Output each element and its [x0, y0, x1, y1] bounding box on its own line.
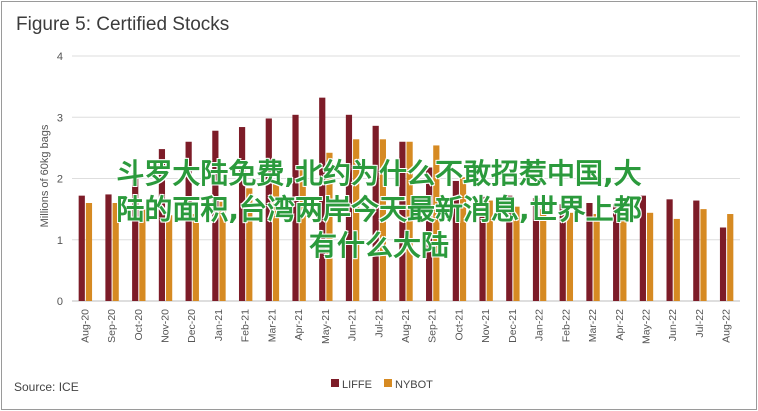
bar-liffe: [693, 200, 700, 301]
bar-liffe: [479, 196, 486, 301]
legend-label: LIFFE: [342, 379, 372, 391]
bar-nybot: [566, 212, 574, 301]
x-tick-label: Jul-22: [694, 309, 706, 338]
legend-swatch-nybot: [384, 379, 392, 387]
bar-liffe: [719, 227, 727, 301]
bar-liffe: [185, 141, 192, 301]
bar-nybot: [139, 209, 146, 301]
bar-liffe: [399, 141, 406, 301]
bar-liffe: [666, 199, 673, 301]
bars: [78, 97, 734, 302]
bar-nybot: [85, 203, 93, 301]
x-tick-label: Nov-20: [160, 309, 172, 343]
x-tick-label: Mar-21: [266, 309, 278, 342]
gridlines: [72, 55, 740, 302]
bar-liffe: [506, 195, 513, 301]
x-tick-label: Mar-22: [587, 309, 599, 342]
bar-liffe: [319, 97, 326, 302]
x-tick-label: Sep-21: [427, 309, 439, 343]
x-tick-label: Dec-21: [507, 309, 519, 343]
bar-nybot: [379, 139, 386, 301]
bar-liffe: [452, 180, 459, 301]
x-tick-label: Apr-21: [293, 309, 305, 341]
bar-nybot: [192, 214, 199, 301]
bar-nybot: [459, 177, 467, 301]
bar-nybot: [593, 214, 600, 301]
x-tick-label: Jul-21: [373, 309, 385, 338]
x-tick-label: Jan-22: [534, 309, 546, 341]
bar-nybot: [112, 203, 119, 301]
legend-swatch-liffe: [331, 379, 339, 387]
x-tick-label: Apr-22: [614, 309, 626, 341]
x-tick-label: Oct-20: [133, 309, 145, 341]
bar-liffe: [105, 194, 112, 301]
bar-nybot: [727, 214, 734, 301]
bar-liffe: [345, 114, 353, 301]
x-tick-label: Feb-22: [560, 309, 572, 342]
x-tick-label: Aug-20: [79, 309, 91, 343]
x-tick-label: Feb-21: [240, 309, 252, 342]
bar-liffe: [158, 149, 166, 301]
bar-liffe: [372, 125, 379, 301]
bar-nybot: [620, 215, 627, 301]
bar-liffe: [426, 167, 433, 301]
bar-liffe: [613, 204, 620, 301]
bar-liffe: [265, 118, 272, 301]
y-tick-labels: 0 1 2 3 4: [57, 51, 63, 308]
x-tick-label: Nov-21: [480, 309, 492, 343]
x-tick-label: Dec-20: [186, 309, 198, 343]
bar-nybot: [326, 152, 333, 301]
bar-nybot: [166, 215, 173, 301]
chart-title: Figure 5: Certified Stocks: [16, 14, 230, 35]
y-tick-label: 4: [57, 51, 63, 63]
x-tick-label: May-21: [320, 309, 332, 344]
bar-nybot: [299, 168, 306, 301]
x-tick-label: May-22: [640, 309, 652, 344]
x-tick-label: Jun-21: [347, 309, 359, 341]
x-tick-label: Sep-20: [106, 309, 118, 343]
bar-liffe: [212, 130, 219, 301]
x-tick-label: Aug-22: [721, 309, 733, 343]
bar-nybot: [486, 200, 493, 301]
x-tick-label: Jan-21: [213, 309, 225, 341]
bar-nybot: [540, 209, 547, 301]
bar-nybot: [246, 188, 253, 301]
bar-nybot: [646, 212, 654, 301]
bar-liffe: [132, 173, 139, 301]
bar-nybot: [219, 201, 226, 301]
x-tick-label: Aug-21: [400, 309, 412, 343]
x-tick-label: Jun-22: [667, 309, 679, 341]
bar-liffe: [532, 198, 540, 301]
bar-nybot: [700, 209, 707, 301]
y-tick-label: 1: [57, 235, 63, 247]
y-axis-label: Millions of 60kg bags: [39, 124, 51, 227]
legend-label: NYBOT: [395, 379, 433, 391]
y-tick-label: 3: [57, 112, 63, 124]
bar-nybot: [513, 206, 520, 301]
bar-nybot: [353, 139, 360, 301]
bar-liffe: [238, 127, 246, 301]
bar-liffe: [639, 195, 646, 301]
y-tick-label: 0: [57, 296, 63, 308]
bar-liffe: [586, 203, 593, 301]
bar-nybot: [272, 180, 280, 301]
x-tick-labels: Aug-20 Sep-20 Oct-20 Nov-20 Dec-20 Jan-21 Feb-…: [79, 309, 732, 344]
x-tick-label: Oct-21: [453, 309, 465, 341]
bar-nybot: [673, 218, 680, 301]
y-tick-label: 2: [57, 174, 63, 186]
source-note: Source: ICE: [14, 380, 79, 394]
bar-liffe: [78, 195, 85, 301]
legend: LIFFE NYBOT: [331, 379, 433, 391]
bar-liffe: [292, 114, 299, 301]
bar-nybot: [433, 145, 440, 301]
bar-liffe: [559, 204, 566, 301]
bar-nybot: [406, 141, 413, 301]
